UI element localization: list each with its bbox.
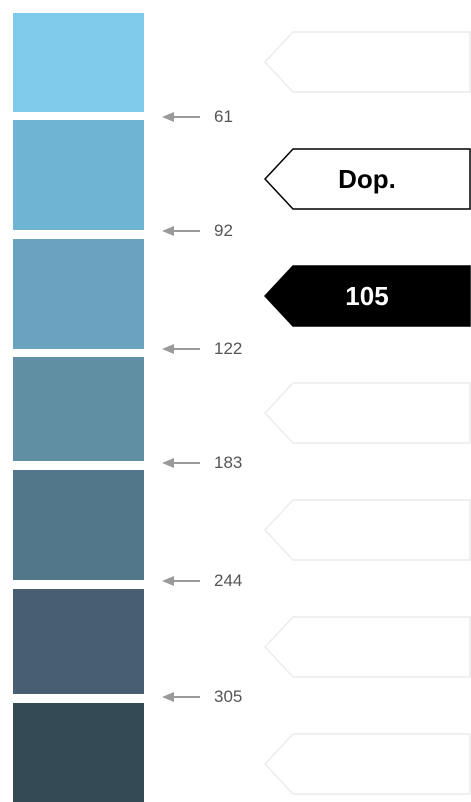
marker-filled: 105	[264, 265, 471, 327]
marker-empty	[264, 499, 471, 561]
marker-label	[292, 499, 442, 561]
left-arrow-icon	[162, 458, 200, 468]
marker-label: 105	[345, 281, 389, 311]
color-swatch-4	[13, 357, 144, 461]
threshold-value: 183	[214, 453, 243, 472]
threshold-value: 61	[214, 107, 233, 126]
color-swatch-6	[13, 589, 144, 694]
marker-outlined: Dop.	[264, 148, 471, 210]
threshold-value: 305	[214, 687, 243, 706]
marker-label: Dop.	[338, 164, 396, 194]
left-arrow-icon	[162, 226, 200, 236]
left-arrow-icon	[162, 692, 200, 702]
color-swatch-2	[13, 120, 144, 230]
left-arrow-icon	[162, 112, 200, 122]
color-swatch-1	[13, 13, 144, 112]
color-swatch-3	[13, 239, 144, 349]
marker-empty	[264, 616, 471, 678]
left-arrow-icon	[162, 344, 200, 354]
marker-label	[292, 733, 442, 795]
threshold-value: 122	[214, 339, 243, 358]
color-swatch-7	[13, 703, 144, 802]
marker-empty	[264, 31, 471, 93]
marker-label	[292, 382, 442, 444]
marker-label	[292, 31, 442, 93]
threshold-value: 92	[214, 221, 233, 240]
marker-empty	[264, 382, 471, 444]
marker-empty	[264, 733, 471, 795]
marker-label	[292, 616, 442, 678]
left-arrow-icon	[162, 576, 200, 586]
color-swatch-5	[13, 470, 144, 580]
threshold-value: 244	[214, 571, 243, 590]
